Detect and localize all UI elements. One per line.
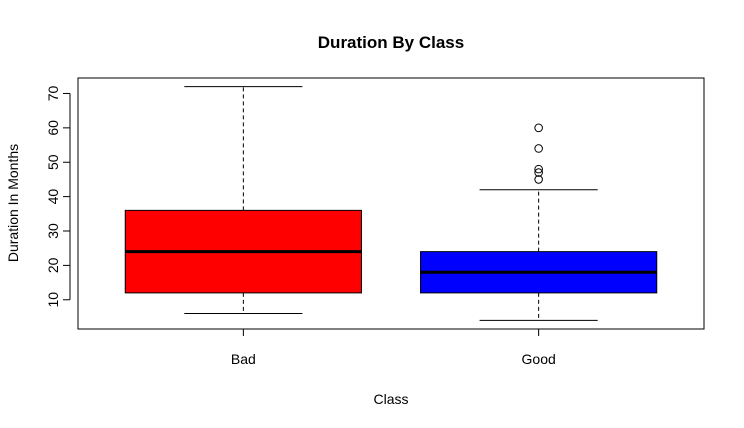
chart-title: Duration By Class: [318, 33, 464, 52]
y-tick-label: 10: [45, 292, 61, 308]
x-tick-label: Bad: [231, 351, 256, 367]
x-axis: Bad Good: [231, 328, 556, 367]
outlier-point: [534, 164, 543, 174]
y-axis-label: Duration In Months: [5, 144, 21, 262]
y-tick-label: 70: [45, 85, 61, 101]
y-tick-label: 60: [45, 120, 61, 136]
x-axis-label: Class: [373, 391, 408, 407]
box-group: [124, 86, 658, 321]
y-axis: 10 20 30 40 50 60 70: [45, 85, 71, 308]
y-tick-label: 40: [45, 189, 61, 205]
y-tick-label: 30: [45, 223, 61, 239]
box-bad: [124, 86, 362, 315]
x-tick-label: Good: [522, 351, 556, 367]
outlier-point: [534, 168, 543, 177]
y-tick-label: 50: [45, 154, 61, 170]
box-good: [420, 123, 658, 321]
outlier-point: [534, 175, 543, 184]
outlier-point: [534, 144, 543, 153]
outlier-point: [534, 123, 543, 133]
y-tick-label: 20: [45, 257, 61, 273]
